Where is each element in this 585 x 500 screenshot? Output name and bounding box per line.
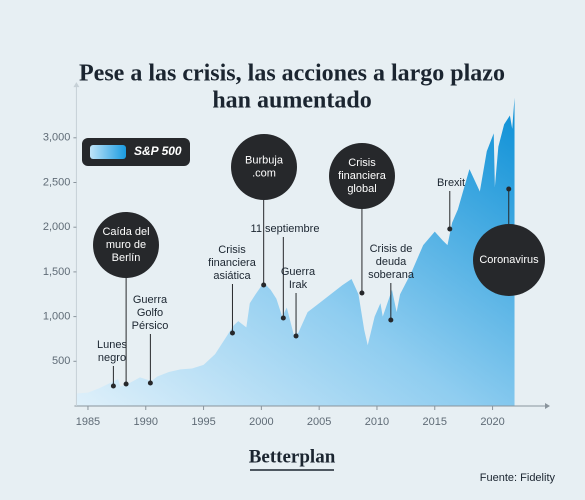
legend-swatch [90,145,126,159]
annotation-bubble [473,224,545,296]
x-tick-label: 1995 [191,416,215,428]
annotation-label: Irak [289,279,308,291]
annotation-label: financiera [208,257,257,269]
y-tick-label: 3,000 [43,132,71,144]
annotation-point [261,282,267,288]
annotation-label: asiática [213,270,251,282]
annotation-label: Crisis [348,157,376,169]
area [76,97,515,406]
chart-title: Pese a las crisis, las acciones a largo … [79,61,505,87]
annotation-point [147,380,153,386]
y-tick-label: 2,000 [43,221,71,233]
annotation-label: Lunes [97,339,127,351]
y-tick-label: 500 [52,355,70,367]
y-tick-label: 1,500 [43,266,71,278]
annotation-point [388,317,394,323]
annotation-label: Crisis [218,244,246,256]
annotation-label: deuda [376,256,407,268]
brand: Betterplan [249,446,336,467]
annotation-label: Guerra [281,266,316,278]
y-tick-label: 1,000 [43,311,71,323]
annotation-point [123,381,129,387]
annotation-label: financiera [338,170,387,182]
annotation-label: negro [98,352,126,364]
annotation-label: Coronavirus [479,254,539,266]
annotation-label: Brexit [437,177,465,189]
annotation-label: Pérsico [132,320,169,332]
x-tick-label: 2000 [249,416,273,428]
annotation-point [280,315,286,321]
y-axis-arrow [73,82,80,88]
annotation-label: muro de [106,239,146,251]
annotation-point [359,290,365,296]
annotation-label: Crisis de [370,243,413,255]
annotation-label: soberana [368,269,415,281]
annotation-point [110,383,116,389]
annotation-point [447,226,453,232]
y-tick-label: 2,500 [43,176,71,188]
x-tick-label: 2015 [423,416,447,428]
legend-label: S&P 500 [134,144,182,158]
x-tick-label: 2020 [480,416,504,428]
annotation-point [506,186,512,192]
annotation-bubble [93,212,159,278]
annotation-label: Berlín [112,252,141,264]
x-tick-label: 2010 [365,416,389,428]
annotation-label: .com [252,167,276,179]
annotation-label: Caída del [102,226,149,238]
x-tick-label: 2005 [307,416,331,428]
source: Fuente: Fidelity [480,472,556,484]
annotation-label: Golfo [137,307,163,319]
annotation-label: Burbuja [245,154,284,166]
x-axis-arrow [545,403,550,409]
annotation-point [293,333,299,339]
annotation-bubble [329,143,395,209]
annotation-point [229,330,235,336]
chart-title: han aumentado [212,88,371,114]
annotation-label: 11 septiembre [251,223,320,235]
x-tick-label: 1990 [134,416,158,428]
x-tick-label: 1985 [76,416,100,428]
annotation-bubble [231,134,297,200]
annotation-label: Guerra [133,294,168,306]
annotation-label: global [347,183,376,195]
